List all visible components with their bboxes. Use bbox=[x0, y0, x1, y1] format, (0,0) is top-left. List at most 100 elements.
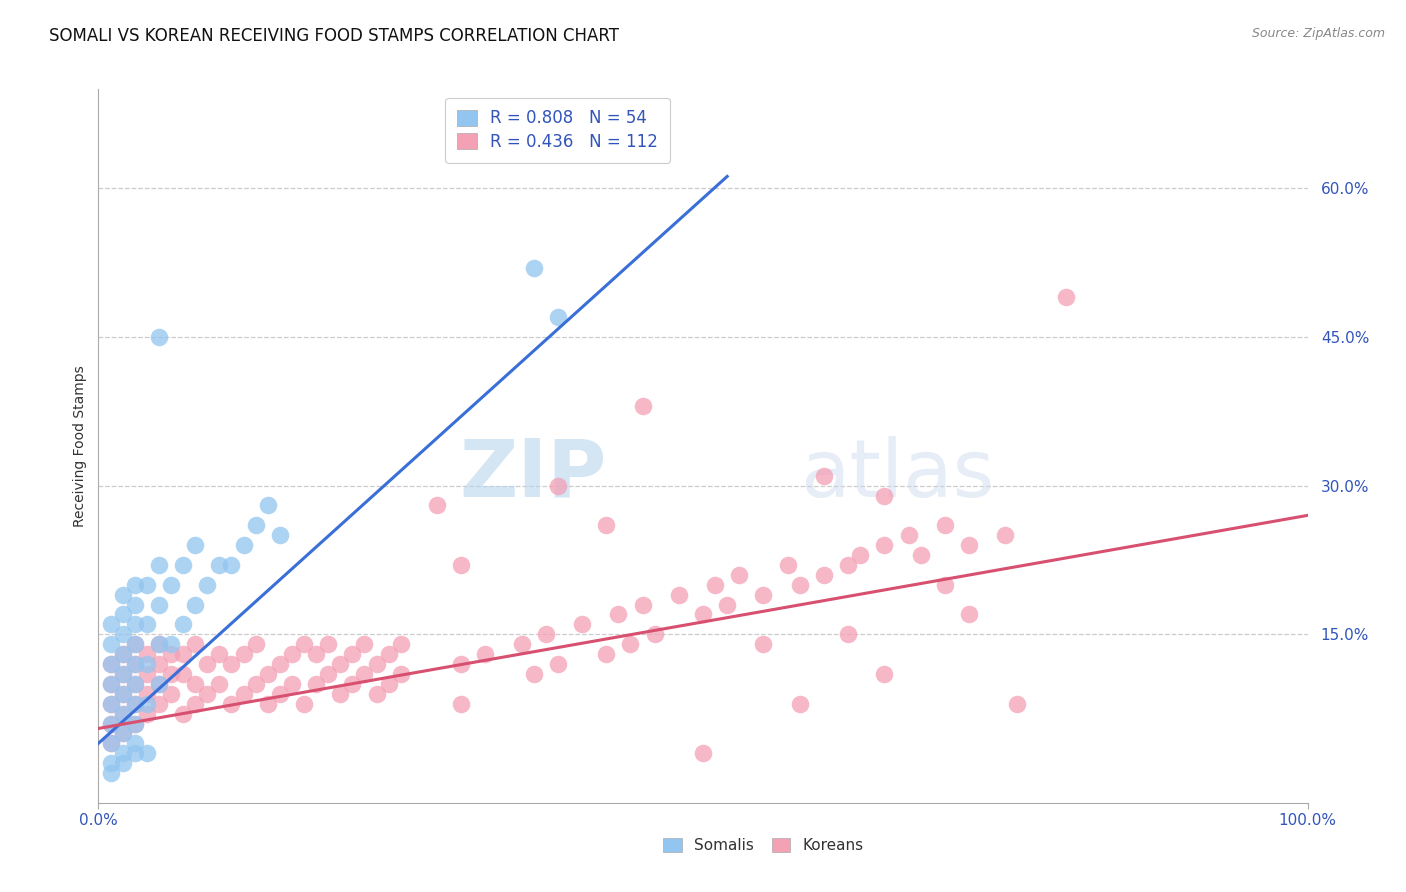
Point bbox=[631, 598, 654, 612]
Point bbox=[644, 627, 666, 641]
Point bbox=[124, 637, 146, 651]
Point bbox=[269, 687, 291, 701]
Legend: Somalis, Koreans: Somalis, Koreans bbox=[657, 831, 870, 859]
Point bbox=[619, 637, 641, 651]
Point bbox=[595, 518, 617, 533]
Point bbox=[111, 687, 134, 701]
Point bbox=[934, 578, 956, 592]
Point bbox=[172, 558, 194, 572]
Point bbox=[329, 687, 352, 701]
Text: ZIP: ZIP bbox=[458, 435, 606, 514]
Point bbox=[184, 538, 207, 552]
Point bbox=[124, 657, 146, 671]
Point bbox=[849, 548, 872, 562]
Point bbox=[111, 706, 134, 721]
Point bbox=[547, 657, 569, 671]
Point bbox=[450, 697, 472, 711]
Point bbox=[873, 667, 896, 681]
Point bbox=[269, 657, 291, 671]
Point bbox=[100, 637, 122, 651]
Point bbox=[172, 647, 194, 661]
Point bbox=[910, 548, 932, 562]
Point bbox=[100, 736, 122, 750]
Point bbox=[148, 558, 170, 572]
Point bbox=[160, 637, 183, 651]
Point bbox=[305, 647, 328, 661]
Point bbox=[692, 607, 714, 622]
Point bbox=[256, 499, 278, 513]
Point bbox=[160, 578, 183, 592]
Point bbox=[124, 657, 146, 671]
Text: Source: ZipAtlas.com: Source: ZipAtlas.com bbox=[1251, 27, 1385, 40]
Point bbox=[124, 746, 146, 760]
Point bbox=[100, 617, 122, 632]
Point bbox=[111, 706, 134, 721]
Point bbox=[160, 667, 183, 681]
Point bbox=[208, 558, 231, 572]
Point bbox=[510, 637, 533, 651]
Point bbox=[111, 746, 134, 760]
Point bbox=[148, 330, 170, 344]
Point bbox=[100, 697, 122, 711]
Point bbox=[160, 647, 183, 661]
Point bbox=[389, 637, 412, 651]
Point bbox=[135, 746, 157, 760]
Point bbox=[124, 736, 146, 750]
Point bbox=[148, 637, 170, 651]
Point bbox=[789, 578, 811, 592]
Point bbox=[353, 667, 375, 681]
Point bbox=[1007, 697, 1029, 711]
Point bbox=[281, 647, 304, 661]
Point bbox=[450, 657, 472, 671]
Point bbox=[221, 558, 243, 572]
Point bbox=[111, 756, 134, 771]
Point bbox=[100, 716, 122, 731]
Point bbox=[148, 677, 170, 691]
Point bbox=[389, 667, 412, 681]
Point bbox=[534, 627, 557, 641]
Point bbox=[426, 499, 449, 513]
Point bbox=[195, 578, 218, 592]
Point bbox=[813, 567, 835, 582]
Point bbox=[160, 687, 183, 701]
Point bbox=[172, 667, 194, 681]
Point bbox=[111, 726, 134, 740]
Point bbox=[523, 667, 546, 681]
Point bbox=[837, 627, 859, 641]
Point bbox=[837, 558, 859, 572]
Point bbox=[148, 697, 170, 711]
Point bbox=[135, 657, 157, 671]
Text: atlas: atlas bbox=[800, 435, 994, 514]
Point bbox=[934, 518, 956, 533]
Point bbox=[124, 677, 146, 691]
Point bbox=[135, 617, 157, 632]
Point bbox=[111, 667, 134, 681]
Point bbox=[316, 637, 339, 651]
Point bbox=[172, 706, 194, 721]
Point bbox=[124, 617, 146, 632]
Point bbox=[124, 716, 146, 731]
Point bbox=[668, 588, 690, 602]
Point bbox=[172, 617, 194, 632]
Point bbox=[897, 528, 920, 542]
Point bbox=[547, 478, 569, 492]
Point bbox=[100, 736, 122, 750]
Point bbox=[111, 627, 134, 641]
Point bbox=[752, 637, 775, 651]
Point bbox=[135, 706, 157, 721]
Point bbox=[100, 716, 122, 731]
Point bbox=[256, 667, 278, 681]
Point bbox=[148, 637, 170, 651]
Point bbox=[232, 687, 254, 701]
Point bbox=[148, 677, 170, 691]
Point bbox=[100, 657, 122, 671]
Point bbox=[184, 637, 207, 651]
Point bbox=[269, 528, 291, 542]
Point bbox=[728, 567, 751, 582]
Point bbox=[232, 538, 254, 552]
Point bbox=[208, 647, 231, 661]
Point bbox=[1054, 290, 1077, 304]
Point bbox=[873, 538, 896, 552]
Point bbox=[316, 667, 339, 681]
Point bbox=[100, 697, 122, 711]
